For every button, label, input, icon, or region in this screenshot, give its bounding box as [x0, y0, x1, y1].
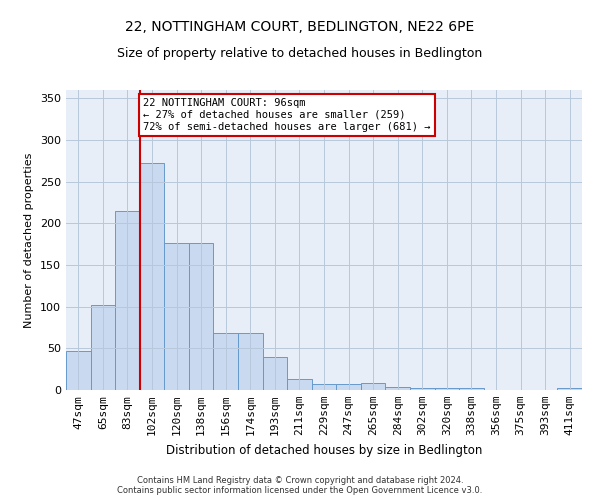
Bar [410, 388, 434, 390]
Bar [164, 242, 189, 390]
Bar [336, 384, 361, 390]
Bar [287, 379, 312, 390]
Bar [557, 388, 582, 390]
Y-axis label: Number of detached properties: Number of detached properties [25, 152, 34, 328]
Bar [66, 351, 91, 390]
Text: Size of property relative to detached houses in Bedlington: Size of property relative to detached ho… [118, 48, 482, 60]
Text: 22 NOTTINGHAM COURT: 96sqm
← 27% of detached houses are smaller (259)
72% of sem: 22 NOTTINGHAM COURT: 96sqm ← 27% of deta… [143, 98, 431, 132]
Bar [459, 388, 484, 390]
Bar [238, 334, 263, 390]
Bar [91, 305, 115, 390]
Bar [214, 334, 238, 390]
Bar [189, 242, 214, 390]
Bar [140, 164, 164, 390]
Text: 22, NOTTINGHAM COURT, BEDLINGTON, NE22 6PE: 22, NOTTINGHAM COURT, BEDLINGTON, NE22 6… [125, 20, 475, 34]
X-axis label: Distribution of detached houses by size in Bedlington: Distribution of detached houses by size … [166, 444, 482, 456]
Bar [312, 384, 336, 390]
Bar [115, 211, 140, 390]
Bar [361, 382, 385, 390]
Text: Contains HM Land Registry data © Crown copyright and database right 2024.
Contai: Contains HM Land Registry data © Crown c… [118, 476, 482, 495]
Bar [385, 386, 410, 390]
Bar [434, 388, 459, 390]
Bar [263, 356, 287, 390]
